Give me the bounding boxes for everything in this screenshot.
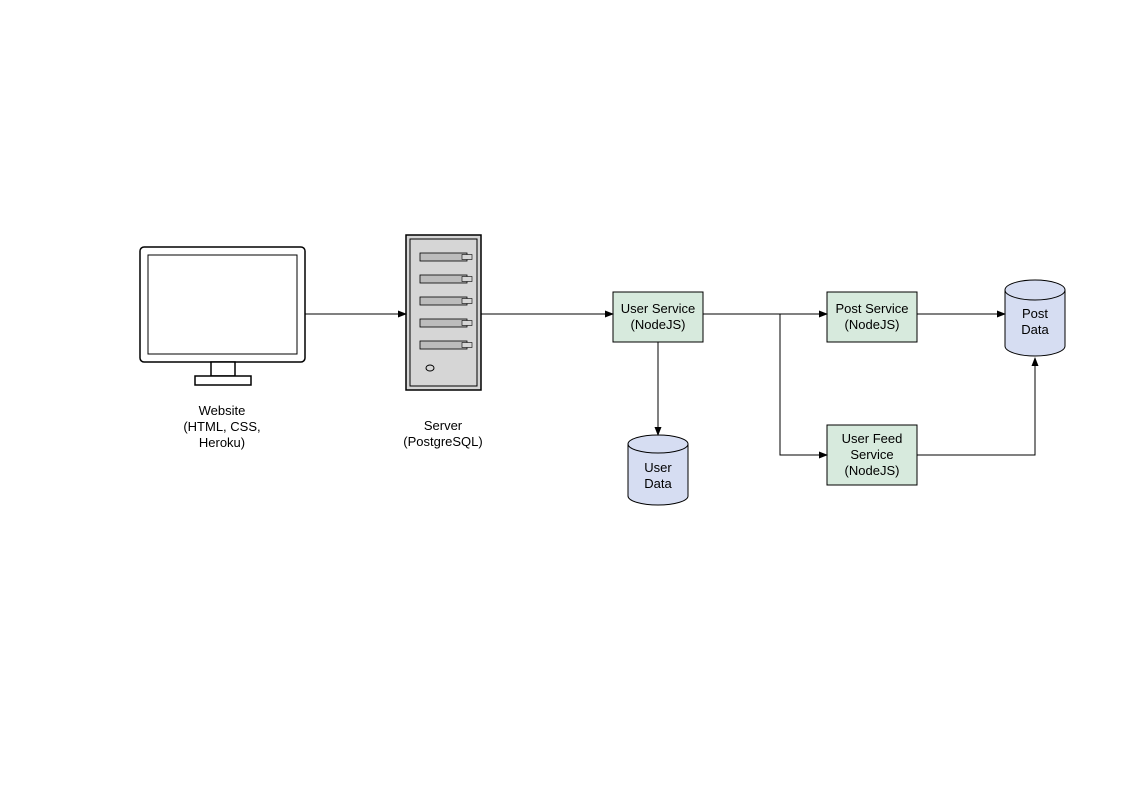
server-node [406,235,481,390]
user-service-node: User Service (NodeJS) [613,292,703,342]
user-feed-label-3: (NodeJS) [845,463,900,478]
post-service-label-1: Post Service [836,301,909,316]
user-feed-label-2: Service [850,447,893,462]
website-caption-3: Heroku) [199,435,245,450]
edge-branch-userfeed [780,314,827,455]
user-data-node: User Data [628,435,688,505]
website-caption-1: Website [199,403,246,418]
post-data-node: Post Data [1005,280,1065,356]
website-node [140,247,305,385]
user-service-label-2: (NodeJS) [631,317,686,332]
post-data-label-1: Post [1022,306,1048,321]
post-service-node: Post Service (NodeJS) [827,292,917,342]
architecture-diagram: Website (HTML, CSS, Heroku) Server (Post… [0,0,1122,794]
user-feed-label-1: User Feed [842,431,903,446]
user-feed-service-node: User Feed Service (NodeJS) [827,425,917,485]
website-caption-2: (HTML, CSS, [183,419,260,434]
post-service-label-2: (NodeJS) [845,317,900,332]
post-data-label-2: Data [1021,322,1049,337]
server-caption-2: (PostgreSQL) [403,434,482,449]
user-data-label-1: User [644,460,672,475]
edge-userfeed-postdata [917,358,1035,455]
server-caption-1: Server [424,418,463,433]
user-data-label-2: Data [644,476,672,491]
user-service-label-1: User Service [621,301,695,316]
